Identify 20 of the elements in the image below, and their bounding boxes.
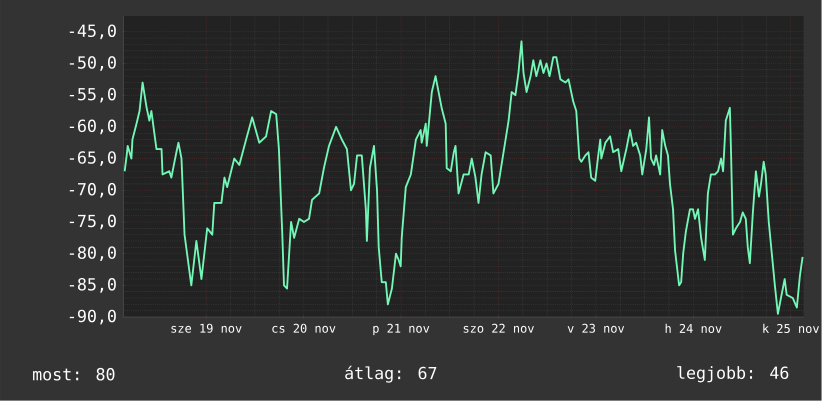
y-tick-label: -85,0 bbox=[70, 278, 116, 293]
y-tick-label: -45,0 bbox=[70, 24, 116, 40]
x-tick-label: szo 22 nov bbox=[464, 324, 534, 333]
x-tick-label: sze 19 nov bbox=[171, 324, 242, 333]
text: átlag: 67 bbox=[345, 366, 436, 383]
y-tick-label: -55,0 bbox=[70, 88, 116, 103]
text: legjobb: 46 bbox=[677, 366, 788, 382]
y-tick-label: -80,0 bbox=[70, 246, 116, 262]
x-tick-label: h 24 nov bbox=[666, 324, 722, 334]
y-tick-label: -70,0 bbox=[70, 183, 116, 198]
text: most: 80 bbox=[33, 368, 114, 381]
y-tick-label: -90,0 bbox=[70, 310, 116, 324]
y-tick-label: -65,0 bbox=[70, 151, 116, 166]
x-tick-label: k 25 nov bbox=[763, 324, 819, 334]
x-tick-label: v 23 nov bbox=[568, 324, 624, 333]
y-tick-label: -50,0 bbox=[70, 56, 116, 71]
x-tick-label: p 21 nov bbox=[373, 324, 430, 336]
x-tick-label: cs 20 nov bbox=[272, 324, 336, 333]
y-tick-label: -75,0 bbox=[70, 214, 116, 230]
y-tick-label: -60,0 bbox=[70, 120, 116, 134]
